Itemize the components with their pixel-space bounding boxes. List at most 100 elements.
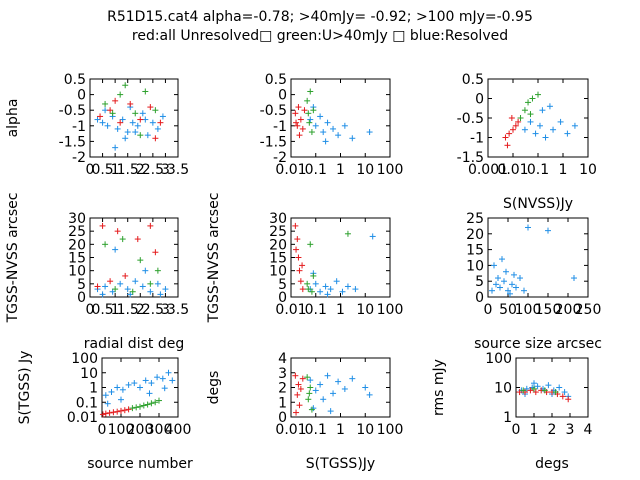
p7-green-point xyxy=(137,403,143,410)
p7-xtick-label: 400 xyxy=(165,422,192,438)
p5-y-axis-label: TGSS-NVSS arcsec xyxy=(206,193,222,324)
p4-xtick-label: 3 xyxy=(161,302,170,318)
p3-red-point xyxy=(506,130,513,137)
p4-blue-point xyxy=(154,280,161,287)
p6-ytick-label: 10 xyxy=(466,258,484,274)
p5-ytick-label: 10 xyxy=(269,264,287,280)
p7-green-point xyxy=(129,405,136,412)
p1-red-point xyxy=(117,119,124,126)
p6-xtick-label: 100 xyxy=(515,302,542,318)
p6-ytick-label: 25 xyxy=(466,211,484,227)
p2-red-point xyxy=(297,116,304,123)
p7-y-axis-label: S(TGSS) Jy xyxy=(17,351,33,425)
p3-frame xyxy=(487,78,589,158)
p5-ytick-label: 15 xyxy=(269,251,287,267)
p9-xtick-label: 2 xyxy=(548,422,557,438)
p2-green-point xyxy=(306,119,313,126)
p3-red-point xyxy=(508,115,515,121)
p7-blue-point xyxy=(161,385,168,392)
p8-blue-point xyxy=(330,390,337,397)
p6-blue-point xyxy=(501,278,507,285)
p4-ytick-label: 10 xyxy=(68,264,86,280)
p9-red-point xyxy=(565,396,572,403)
p5-green-point xyxy=(310,272,317,279)
p9-xtick-label: 1 xyxy=(530,422,539,438)
p4-blue-point xyxy=(162,286,169,293)
p1-ytick-label: 0.5 xyxy=(64,72,86,88)
p1-red-point xyxy=(127,100,134,107)
p1-red-point xyxy=(152,135,159,142)
p7-blue-point xyxy=(102,392,109,399)
p7-blue-point xyxy=(142,377,149,384)
p1-blue-point xyxy=(94,116,101,123)
p3-x-axis-label: S(NVSS)Jy xyxy=(503,196,573,212)
p5-blue-point xyxy=(312,280,319,287)
p4-red-point xyxy=(122,272,129,279)
p4-green-point xyxy=(154,267,161,274)
p4-green-point xyxy=(102,241,109,248)
p5-red-point xyxy=(296,267,303,274)
p8-ytick-label: 2 xyxy=(278,381,287,397)
p5-blue-point xyxy=(324,291,331,298)
p2-red-point xyxy=(293,119,300,126)
p8-red-point xyxy=(294,391,301,398)
p4-blue-point xyxy=(99,291,106,298)
p4-blue-point xyxy=(142,267,149,274)
p9-green-point xyxy=(520,387,527,394)
p1-blue-point xyxy=(124,129,131,136)
p5-green-point xyxy=(304,280,311,287)
p1-xtick-label: 1 xyxy=(111,162,120,178)
p7-xtick-label: 200 xyxy=(127,422,154,438)
p4-blue-point xyxy=(147,288,154,295)
p4-blue-point xyxy=(109,288,116,295)
p2-xtick-label: 1 xyxy=(336,162,345,178)
p2-xtick-label: 0.01 xyxy=(275,162,306,178)
p4-red-point xyxy=(107,278,114,285)
p4-xtick-label: 3.5 xyxy=(167,302,189,318)
p3-blue-point xyxy=(546,103,553,110)
p1-frame xyxy=(89,78,179,158)
p6-blue-point xyxy=(513,284,519,291)
p3-green-point xyxy=(529,95,536,102)
p2-blue-point xyxy=(366,129,373,136)
p5-green-point xyxy=(305,286,312,293)
p1-blue-point xyxy=(112,144,119,151)
p4-red-point xyxy=(94,283,101,290)
p1-green-point xyxy=(122,82,129,89)
p6-ytick-label: 15 xyxy=(466,243,484,259)
p3-blue-point xyxy=(527,118,534,125)
p1-blue-point xyxy=(104,122,111,129)
p5-blue-point xyxy=(369,233,376,240)
p2-blue-point xyxy=(349,135,356,142)
p7-red-point xyxy=(125,406,132,413)
p7-xtick-label: 0 xyxy=(98,422,107,438)
p8-ytick-label: 3 xyxy=(278,366,287,382)
p2-blue-point xyxy=(335,132,342,139)
p9-x-axis-label: degs xyxy=(535,456,569,472)
p6-blue-point xyxy=(495,275,501,282)
p6-blue-point xyxy=(503,268,509,275)
p1-ytick-label: -2 xyxy=(72,150,86,166)
p9-xtick-label: 0 xyxy=(512,422,521,438)
p5-ytick-label: 25 xyxy=(269,224,287,240)
p4-red-point xyxy=(152,249,159,256)
p6-blue-point xyxy=(521,287,527,294)
p5-red-point xyxy=(299,286,306,293)
p5-blue-point xyxy=(327,286,334,293)
p5-green-point xyxy=(307,241,314,248)
p9-green-point xyxy=(541,387,548,394)
p6-xtick-label: 0 xyxy=(484,302,493,318)
p1-blue-point xyxy=(159,113,166,120)
p8-frame xyxy=(290,357,391,418)
p6-blue-point xyxy=(499,256,505,263)
p7-ytick-label: 0.1 xyxy=(76,395,98,411)
p8-blue-point xyxy=(312,387,319,394)
p6-xtick-label: 250 xyxy=(575,302,602,318)
p8-ytick-label: 0 xyxy=(278,410,287,426)
p5-red-point xyxy=(297,278,304,285)
p4-red-point xyxy=(99,222,106,229)
p3-red-point xyxy=(510,126,516,133)
p1-blue-point xyxy=(122,135,129,142)
p7-blue-point xyxy=(146,390,153,397)
p9-red-point xyxy=(559,393,566,400)
